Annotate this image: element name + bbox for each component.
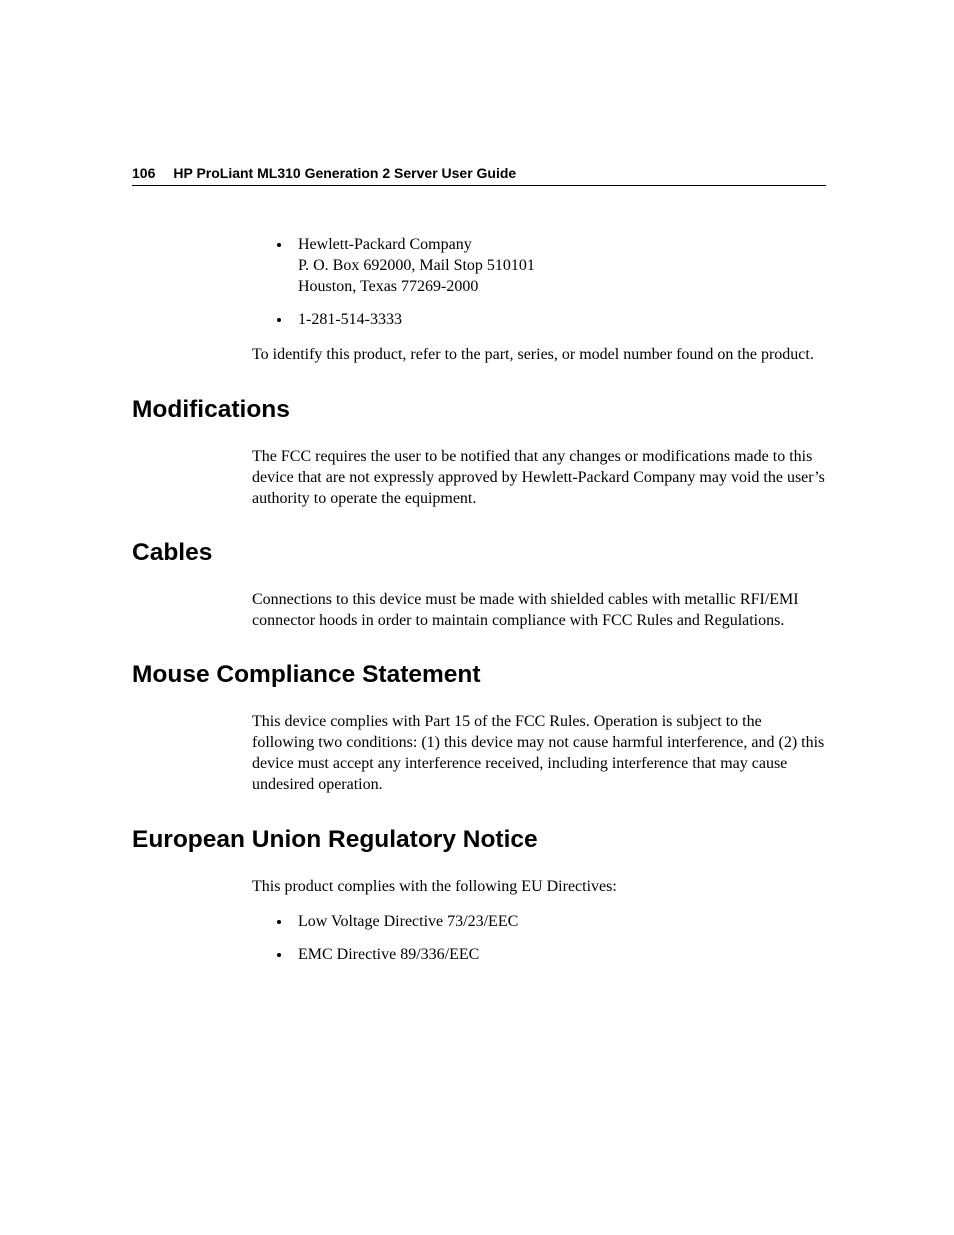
mouse-paragraph: This device complies with Part 15 of the…	[252, 711, 826, 795]
list-item: Hewlett-Packard Company P. O. Box 692000…	[292, 234, 826, 297]
eu-directives-list: Low Voltage Directive 73/23/EEC EMC Dire…	[252, 911, 826, 965]
modifications-block: The FCC requires the user to be notified…	[252, 446, 826, 509]
eu-paragraph: This product complies with the following…	[252, 876, 826, 897]
heading-eu: European Union Regulatory Notice	[132, 826, 826, 854]
directive-text: EMC Directive 89/336/EEC	[298, 946, 479, 963]
heading-modifications: Modifications	[132, 396, 826, 424]
intro-block: Hewlett-Packard Company P. O. Box 692000…	[252, 234, 826, 366]
heading-cables: Cables	[132, 539, 826, 567]
intro-paragraph: To identify this product, refer to the p…	[252, 344, 826, 365]
running-header: 106 HP ProLiant ML310 Generation 2 Serve…	[132, 165, 826, 186]
modifications-paragraph: The FCC requires the user to be notified…	[252, 446, 826, 509]
mouse-block: This device complies with Part 15 of the…	[252, 711, 826, 795]
list-item: EMC Directive 89/336/EEC	[292, 944, 826, 965]
eu-block: This product complies with the following…	[252, 876, 826, 965]
cables-paragraph: Connections to this device must be made …	[252, 589, 826, 631]
page-number: 106	[132, 165, 155, 181]
document-title: HP ProLiant ML310 Generation 2 Server Us…	[173, 165, 516, 181]
contact-phone: 1-281-514-3333	[298, 311, 402, 328]
cables-block: Connections to this device must be made …	[252, 589, 826, 631]
list-item: 1-281-514-3333	[292, 309, 826, 330]
contact-line: Houston, Texas 77269-2000	[298, 276, 826, 297]
list-item: Low Voltage Directive 73/23/EEC	[292, 911, 826, 932]
page-container: 106 HP ProLiant ML310 Generation 2 Serve…	[0, 0, 954, 1039]
contact-list: Hewlett-Packard Company P. O. Box 692000…	[252, 234, 826, 330]
heading-mouse: Mouse Compliance Statement	[132, 661, 826, 689]
directive-text: Low Voltage Directive 73/23/EEC	[298, 913, 518, 930]
contact-line: Hewlett-Packard Company	[298, 234, 826, 255]
contact-line: P. O. Box 692000, Mail Stop 510101	[298, 255, 826, 276]
